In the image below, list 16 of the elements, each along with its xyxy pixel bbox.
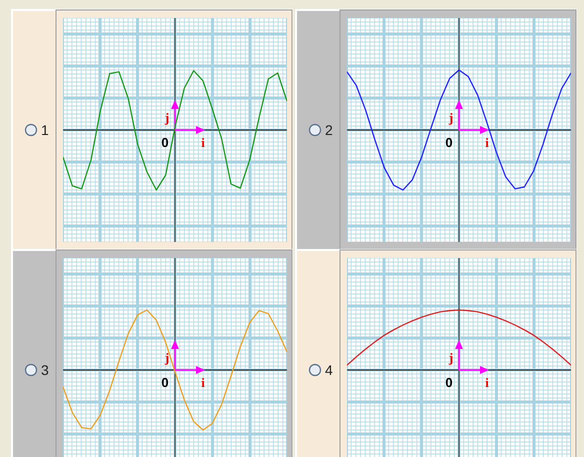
annotation: j bbox=[164, 350, 170, 365]
text: 0 bbox=[445, 375, 453, 390]
annotation: i bbox=[485, 135, 490, 150]
text: i bbox=[485, 375, 490, 390]
text: 4 bbox=[325, 362, 333, 378]
annotation: j bbox=[164, 110, 170, 125]
text: 2 bbox=[325, 122, 333, 138]
text: 1 bbox=[41, 122, 49, 138]
annotation: 0 bbox=[161, 375, 169, 390]
annotation: j bbox=[448, 350, 454, 365]
annotation: i bbox=[201, 135, 206, 150]
annotation: i bbox=[201, 375, 206, 390]
annotation: 0 bbox=[445, 135, 453, 150]
text: 3 bbox=[41, 362, 49, 378]
annotation: j bbox=[448, 110, 454, 125]
annotation: 0 bbox=[161, 135, 169, 150]
